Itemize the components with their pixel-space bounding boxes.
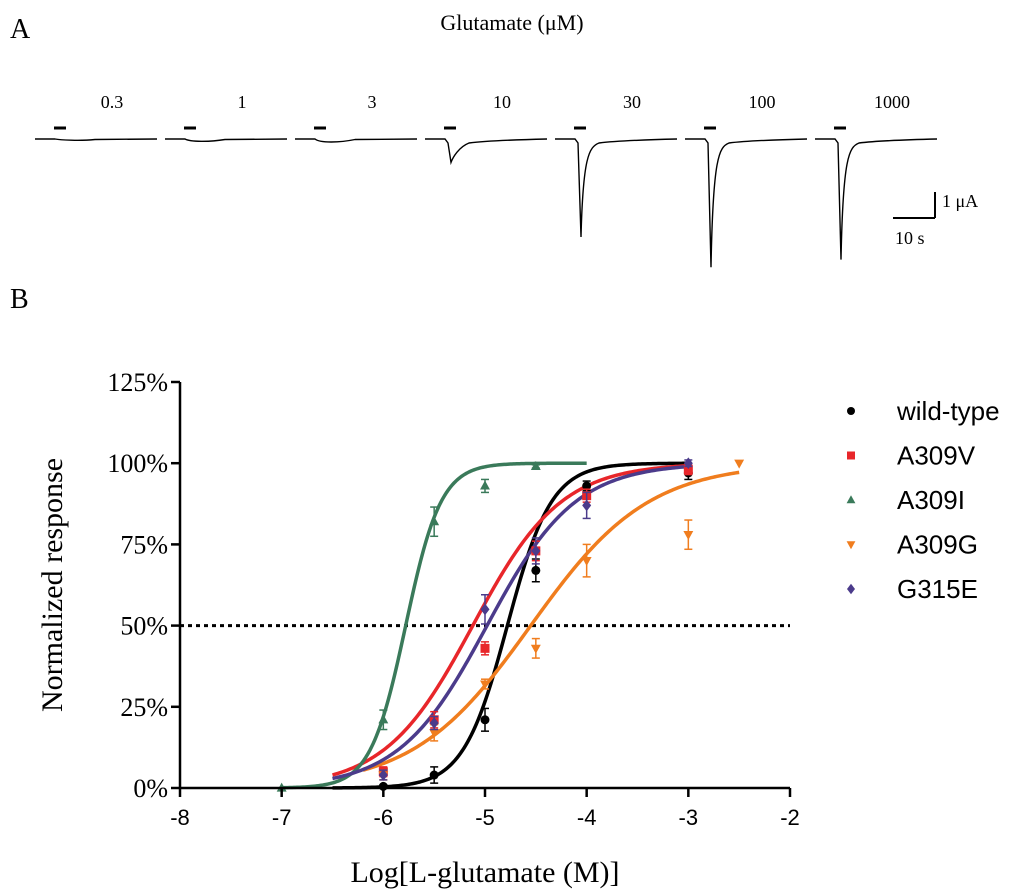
panel-a-title: Glutamate (μM) (440, 10, 583, 35)
concentration-label: 1000 (874, 92, 910, 112)
current-trace (555, 138, 678, 238)
data-point (683, 465, 693, 475)
data-point (480, 715, 490, 725)
y-tick-label: 50% (120, 612, 168, 641)
x-tick-label: -8 (170, 805, 190, 830)
legend-label: A309G (897, 530, 978, 560)
y-tick-label: 100% (107, 449, 168, 478)
legend-label: A309V (897, 441, 976, 471)
current-trace (35, 138, 158, 141)
x-tick-label: -2 (780, 805, 800, 830)
concentration-label: 3 (368, 92, 377, 112)
data-point (846, 495, 856, 504)
data-point (429, 516, 440, 526)
data-point (480, 680, 490, 690)
data-point (531, 545, 541, 557)
data-point (581, 557, 592, 567)
data-point (847, 407, 855, 415)
data-point (734, 459, 745, 469)
data-point (847, 451, 855, 460)
fit-curve (332, 464, 689, 781)
y-tick-label: 75% (120, 530, 168, 559)
current-traces: 0.3 1 3 10 30 100 1000 (35, 92, 938, 268)
legend-label: A309I (897, 485, 965, 515)
current-trace (295, 138, 418, 143)
current-trace (815, 138, 938, 260)
data-point (480, 480, 490, 490)
data-point (683, 531, 694, 541)
y-tick-label: 0% (133, 774, 168, 803)
scale-bar-y-label: 1 μA (942, 191, 978, 211)
y-tick-label: 25% (120, 693, 168, 722)
y-axis-label: Normalized response (36, 458, 69, 712)
x-tick-label: -3 (679, 805, 699, 830)
data-point (683, 457, 693, 470)
y-axis-ticks: 0% 25% 50% 75% 100% 125% (107, 368, 180, 803)
data-point (847, 583, 855, 595)
concentration-label: 10 (493, 92, 511, 112)
data-point (531, 565, 541, 575)
x-tick-label: -4 (577, 805, 597, 830)
x-axis-ticks: -8 -7 -6 -5 -4 -3 -2 (170, 788, 800, 830)
data-point (530, 644, 541, 654)
concentration-label: 100 (749, 92, 776, 112)
y-tick-label: 125% (107, 368, 168, 397)
panel-a: A Glutamate (μM) 0.3 1 3 10 30 100 1000 1 μA 1… (10, 10, 978, 268)
dose-response-plot: -8 -7 -6 -5 -4 -3 -2 0% 25% 50% 75% 100% 125% Log[L… (36, 368, 800, 889)
data-point (429, 729, 440, 739)
concentration-label: 30 (623, 92, 641, 112)
fit-curve (332, 461, 689, 790)
panel-b: B -8 -7 -6 -5 -4 -3 -2 0% 25% 50% 75% 100% 125% Log… (10, 284, 1000, 889)
data-point (530, 461, 541, 471)
x-tick-label: -5 (475, 805, 495, 830)
current-trace (165, 138, 288, 143)
data-point (582, 499, 592, 512)
concentration-label: 0.3 (101, 92, 124, 112)
legend: wild-type A309V A309I A309G G315E (846, 396, 1000, 604)
concentration-label: 1 (238, 92, 247, 112)
fit-curve (332, 463, 689, 777)
x-axis-label: Log[L-glutamate (M)] (350, 856, 619, 889)
current-trace (425, 138, 548, 166)
data-point (378, 714, 389, 724)
scale-bar: 1 μA 10 s (893, 191, 978, 248)
legend-label: G315E (897, 574, 978, 604)
data-point (846, 541, 856, 550)
data-point (429, 770, 439, 780)
data-point (582, 481, 592, 491)
data-point (480, 603, 490, 616)
data-points (276, 457, 745, 792)
x-tick-label: -6 (374, 805, 394, 830)
scale-bar-x-label: 10 s (895, 228, 925, 248)
panel-b-letter: B (10, 284, 29, 315)
data-point (480, 643, 490, 653)
fit-curve (362, 470, 740, 772)
data-point (429, 717, 439, 729)
data-point (378, 769, 388, 781)
x-tick-label: -7 (272, 805, 292, 830)
panel-a-letter: A (10, 14, 31, 45)
current-trace (685, 138, 808, 268)
legend-label: wild-type (896, 396, 1000, 426)
